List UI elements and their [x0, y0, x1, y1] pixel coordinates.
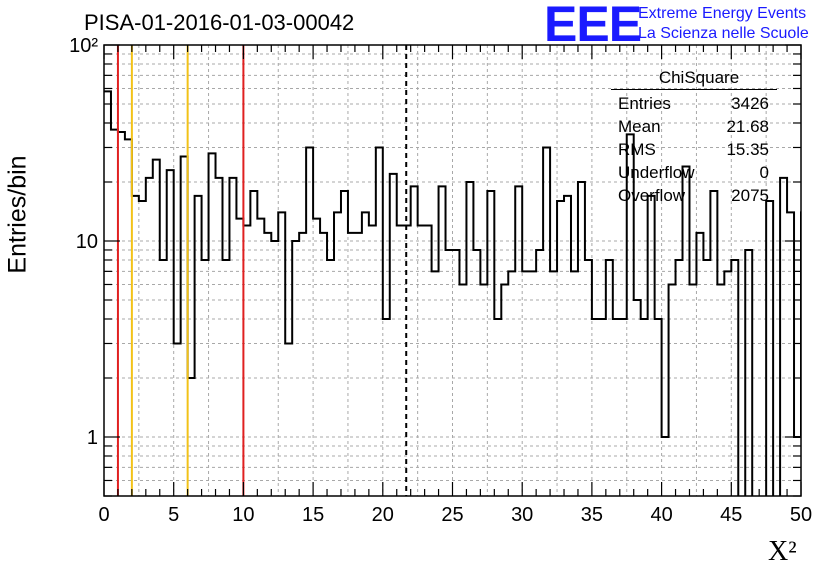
stats-value: 15.35 [726, 140, 769, 159]
stats-row-entries: Entries 3426 [611, 92, 777, 115]
y-axis-label: Entries/bin [3, 155, 32, 274]
stats-row-mean: Mean 21.68 [611, 115, 777, 138]
x-tick-label: 40 [650, 504, 672, 526]
x-tick-label: 5 [168, 504, 179, 526]
y-tick-label: 10 [76, 231, 98, 253]
x-tick-label: 20 [372, 504, 394, 526]
logo-caption-line2: La Scienza nelle Scuole [638, 25, 809, 42]
stats-label: RMS [618, 140, 656, 159]
x-axis-label-text: X² [768, 536, 797, 567]
y-tick-label: 10² [69, 35, 98, 57]
stats-row-underflow: Underflow 0 [611, 161, 777, 184]
x-tick-label: 45 [720, 504, 742, 526]
y-tick-label: 1 [87, 427, 98, 449]
stats-row-rms: RMS 15.35 [611, 138, 777, 161]
logo-caption-line1: Extreme Energy Events [638, 5, 807, 22]
stats-title: ChiSquare [611, 68, 777, 90]
stats-label: Mean [618, 117, 661, 136]
stats-row-overflow: Overflow 2075 [611, 184, 777, 207]
x-tick-label: 50 [790, 504, 812, 526]
x-tick-label: 30 [511, 504, 533, 526]
x-tick-label: 0 [98, 504, 109, 526]
x-tick-label: 25 [441, 504, 463, 526]
chart-title: PISA-01-2016-01-03-00042 [84, 10, 355, 35]
stats-value: 3426 [731, 94, 769, 113]
stats-value: 2075 [731, 186, 769, 205]
x-tick-label: 10 [232, 504, 254, 526]
x-tick-label: 35 [581, 504, 603, 526]
stats-value: 21.68 [726, 117, 769, 136]
histogram-series-line [104, 90, 801, 496]
logo-caption: Extreme Energy Events La Scienza nelle S… [638, 4, 809, 44]
stats-value: 0 [759, 163, 769, 182]
stats-box: ChiSquare Entries 3426 Mean 21.68 RMS 15.35… [611, 68, 777, 207]
stats-label: Underflow [618, 163, 695, 182]
stats-label: Entries [618, 94, 671, 113]
eee-logo: EEE [544, 0, 642, 52]
x-axis-label: X² [768, 536, 797, 568]
x-tick-label: 15 [302, 504, 324, 526]
stats-label: Overflow [618, 186, 686, 205]
